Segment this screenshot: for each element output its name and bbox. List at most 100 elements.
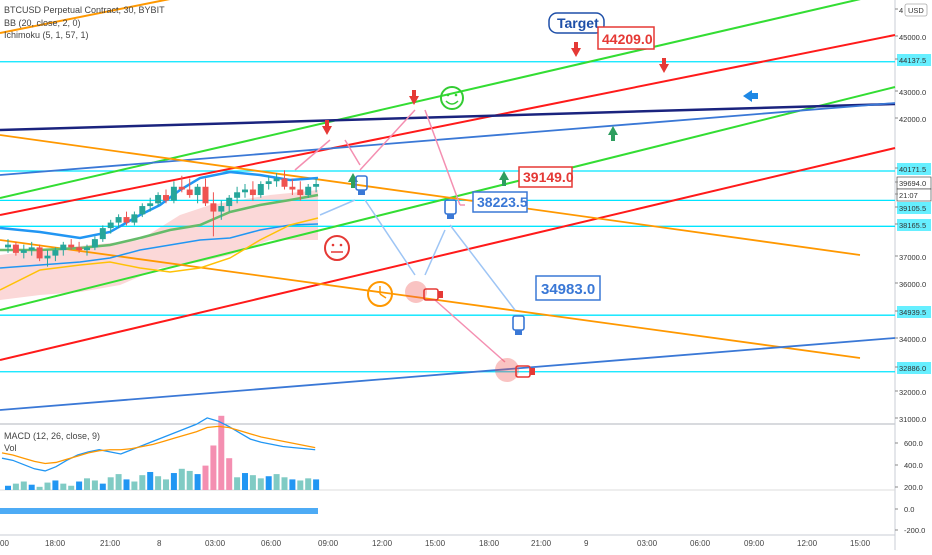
- macd-histogram-bar: [115, 474, 122, 490]
- candle-body: [68, 244, 75, 248]
- candle-body: [76, 247, 83, 251]
- macd-histogram-bar: [202, 465, 209, 490]
- price-tick-label: 32886.0: [899, 364, 926, 373]
- mid-price-label: 39149.0: [523, 169, 574, 185]
- orange-top-line: [0, 0, 171, 34]
- candle-body: [107, 222, 114, 229]
- highlight-circle: [405, 281, 427, 303]
- blue-bottom-line: [0, 337, 896, 411]
- down-arrow-icon: [409, 96, 419, 105]
- time-tick-label: 00: [0, 539, 9, 548]
- macd-histogram-bar: [12, 483, 19, 490]
- candle-body: [28, 247, 35, 251]
- clock-face-icon: [367, 281, 393, 307]
- pointing-hand-icon-cuff: [530, 368, 535, 375]
- price-level-tag: [897, 306, 931, 318]
- path-segment-d: [424, 109, 461, 206]
- macd-histogram-bar: [91, 480, 98, 490]
- candle-body: [265, 181, 272, 185]
- price-tick-label: 45000.0: [899, 33, 926, 42]
- target-price-label: 44209.0: [602, 31, 653, 47]
- candle-body: [52, 250, 59, 256]
- macd-histogram-bar: [194, 474, 201, 490]
- time-tick-label: 12:00: [797, 539, 818, 548]
- candle-body: [99, 228, 106, 240]
- candle-body: [281, 178, 288, 187]
- price-tick-label: 40171.5: [899, 165, 926, 174]
- candle-body: [218, 206, 225, 212]
- candle-body: [155, 195, 162, 204]
- callout-box-1: [472, 191, 528, 213]
- candle-body: [257, 184, 264, 196]
- red-lower-channel-line: [0, 147, 896, 361]
- path-segment-f: [319, 199, 356, 216]
- down-arrow-icon-stem: [574, 42, 578, 49]
- dark-blue-trend-line: [0, 102, 896, 132]
- price-level-tag: [897, 219, 931, 231]
- time-tick-label: 03:00: [637, 539, 658, 548]
- price-tick-label: 21:07: [899, 191, 918, 200]
- time-tick-label: 09:00: [744, 539, 765, 548]
- clock-face-icon-hand: [379, 293, 387, 299]
- candle-body: [123, 217, 130, 223]
- macd-histogram-bar: [297, 480, 304, 490]
- time-tick-label: 21:00: [531, 539, 552, 548]
- candle-body: [115, 217, 122, 223]
- macd-histogram-bar: [20, 481, 27, 490]
- macd-histogram-bar: [5, 485, 11, 490]
- macd-tick-label: 0.0: [904, 505, 914, 514]
- orange-lower-down-line: [0, 239, 861, 359]
- price-tick-label: 44137.5: [899, 56, 926, 65]
- macd-histogram-bar: [234, 477, 241, 490]
- candle-body: [242, 189, 248, 193]
- macd-histogram-bar: [52, 480, 59, 490]
- target-price-box: [597, 26, 655, 50]
- path-segment-b: [344, 139, 361, 166]
- bb-upper-band: [0, 170, 319, 240]
- macd-histogram-bar: [155, 476, 162, 490]
- macd-histogram-bar: [84, 478, 90, 490]
- left-arrow-icon: [743, 90, 752, 102]
- candle-body: [194, 186, 201, 196]
- mid-price-box: [518, 166, 573, 188]
- down-arrow-icon: [659, 64, 669, 73]
- currency-label: USD: [908, 6, 924, 15]
- time-tick-label: 21:00: [100, 539, 121, 548]
- candle-body: [91, 239, 98, 248]
- macd-line: [1, 417, 316, 472]
- macd-histogram-bar: [36, 486, 43, 490]
- time-tick-label: 03:00: [205, 539, 226, 548]
- price-tick-label: 34000.0: [899, 335, 926, 344]
- currency-badge: [904, 3, 928, 17]
- time-tick-label: 06:00: [261, 539, 282, 548]
- price-tick-label: 36000.0: [899, 280, 926, 289]
- price-level-tag: [897, 163, 931, 175]
- price-tick-label: 34939.5: [899, 308, 926, 317]
- candle-body: [163, 195, 169, 201]
- candle-body: [36, 247, 43, 259]
- macd-histogram-bar: [289, 479, 296, 490]
- time-tick-label: 8: [157, 539, 162, 548]
- macd-tick-label: 400.0: [904, 461, 923, 470]
- macd-histogram-bar: [186, 470, 193, 490]
- candle-body: [5, 244, 11, 248]
- neutral-face-icon: [324, 235, 350, 261]
- time-tick-label: 06:00: [690, 539, 711, 548]
- candle-body: [84, 247, 90, 251]
- macd-histogram-bar: [242, 473, 248, 490]
- candle-body: [313, 184, 320, 187]
- thumb-icon-cuff: [447, 214, 454, 219]
- candle-body: [170, 186, 177, 201]
- current-price-tag: [896, 188, 932, 202]
- time-tick-label: 15:00: [850, 539, 871, 548]
- candle-body: [12, 244, 19, 253]
- price-tick-label: 42000.0: [899, 115, 926, 124]
- callout-box-2: [535, 275, 601, 301]
- smile-icon: [440, 86, 464, 110]
- macd-tick-label: 600.0: [904, 439, 923, 448]
- volume-indicator-title: Vol: [4, 443, 17, 453]
- neutral-face-icon-eye: [331, 243, 335, 247]
- time-tick-label: 09:00: [318, 539, 339, 548]
